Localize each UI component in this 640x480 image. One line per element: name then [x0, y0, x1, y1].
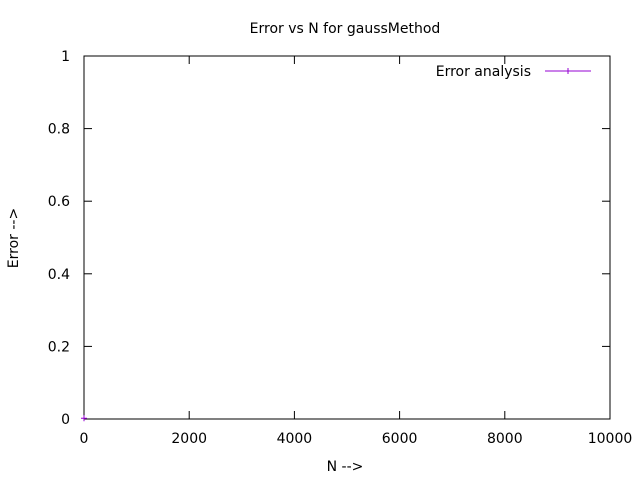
y-tick-label: 0.4 [48, 267, 70, 283]
y-axis-label: Error --> [6, 208, 22, 268]
x-tick-label: 10000 [588, 431, 633, 447]
y-axis: 0 0.2 0.4 0.6 0.8 1 [48, 49, 610, 428]
series-layer [81, 415, 87, 422]
legend-label: Error analysis [436, 64, 531, 80]
x-tick-label: 4000 [277, 431, 313, 447]
x-axis-label: N --> [327, 459, 364, 475]
x-tick-label: 8000 [487, 431, 523, 447]
y-tick-label: 0.2 [48, 339, 70, 355]
y-tick-label: 0.8 [48, 122, 70, 138]
y-tick-label: 1 [61, 49, 70, 65]
data-point [81, 415, 87, 422]
x-tick-label: 2000 [171, 431, 207, 447]
chart-title: Error vs N for gaussMethod [250, 21, 441, 37]
x-tick-label: 6000 [382, 431, 418, 447]
y-tick-label: 0.6 [48, 194, 70, 210]
legend-marker [565, 68, 571, 74]
x-tick-label: 0 [80, 431, 89, 447]
y-tick-label: 0 [61, 412, 70, 428]
plot-area-frame [83, 55, 611, 420]
legend: Error analysis [436, 64, 591, 80]
x-axis: 0 2000 4000 6000 8000 10000 [80, 56, 633, 447]
